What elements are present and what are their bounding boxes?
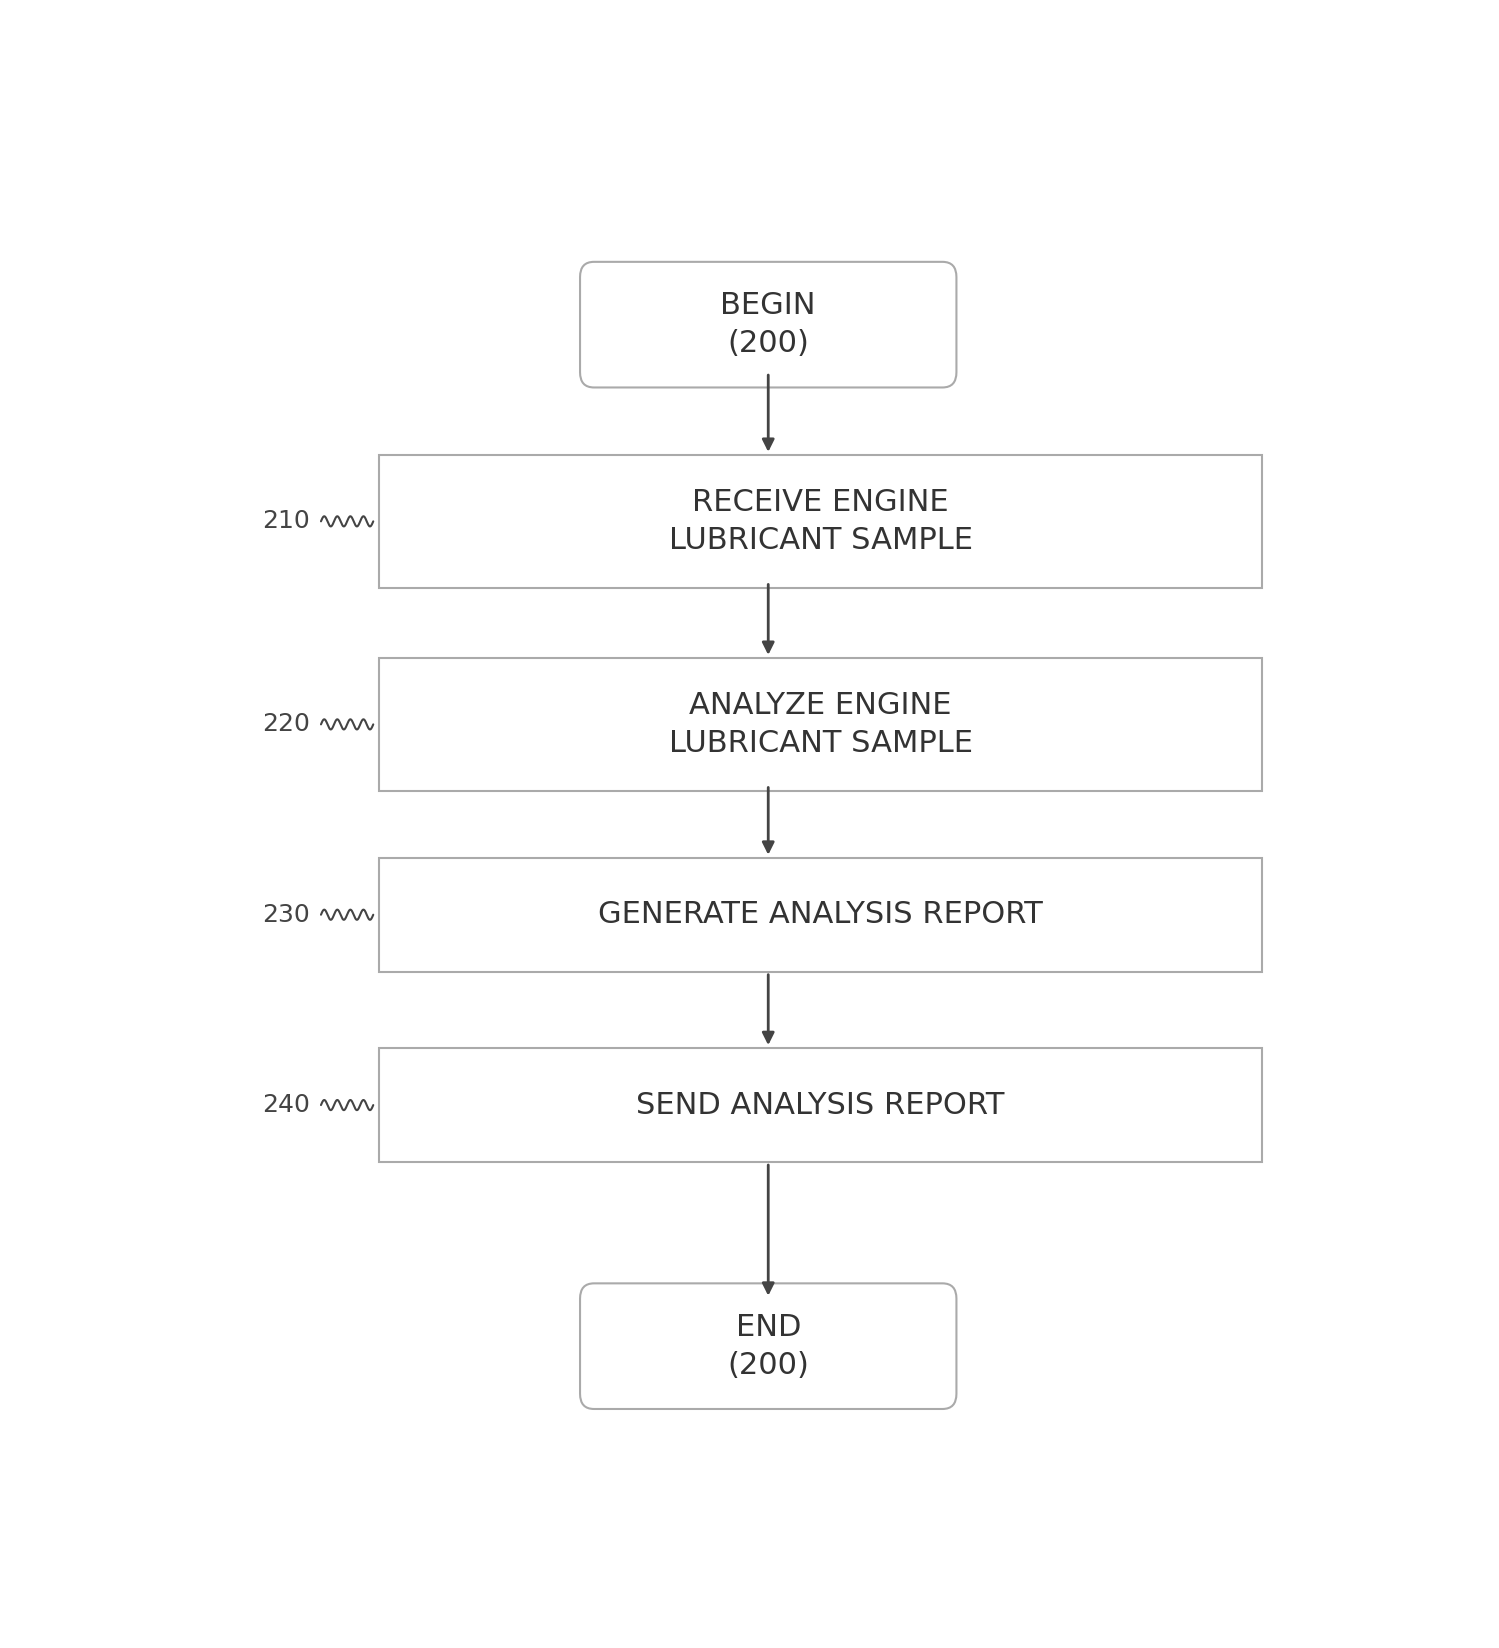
- FancyBboxPatch shape: [379, 455, 1262, 588]
- Text: SEND ANALYSIS REPORT: SEND ANALYSIS REPORT: [637, 1091, 1004, 1119]
- FancyBboxPatch shape: [580, 1284, 956, 1409]
- Text: 240: 240: [262, 1093, 310, 1117]
- FancyBboxPatch shape: [379, 658, 1262, 791]
- Text: 220: 220: [262, 712, 310, 737]
- Text: 230: 230: [262, 903, 310, 926]
- Text: RECEIVE ENGINE
LUBRICANT SAMPLE: RECEIVE ENGINE LUBRICANT SAMPLE: [669, 488, 973, 555]
- Text: GENERATE ANALYSIS REPORT: GENERATE ANALYSIS REPORT: [598, 900, 1043, 929]
- FancyBboxPatch shape: [379, 1048, 1262, 1162]
- Text: END
(200): END (200): [727, 1312, 809, 1379]
- FancyBboxPatch shape: [580, 262, 956, 387]
- Text: BEGIN
(200): BEGIN (200): [721, 292, 815, 358]
- Text: ANALYZE ENGINE
LUBRICANT SAMPLE: ANALYZE ENGINE LUBRICANT SAMPLE: [669, 691, 973, 758]
- FancyBboxPatch shape: [379, 857, 1262, 972]
- Text: 210: 210: [262, 509, 310, 534]
